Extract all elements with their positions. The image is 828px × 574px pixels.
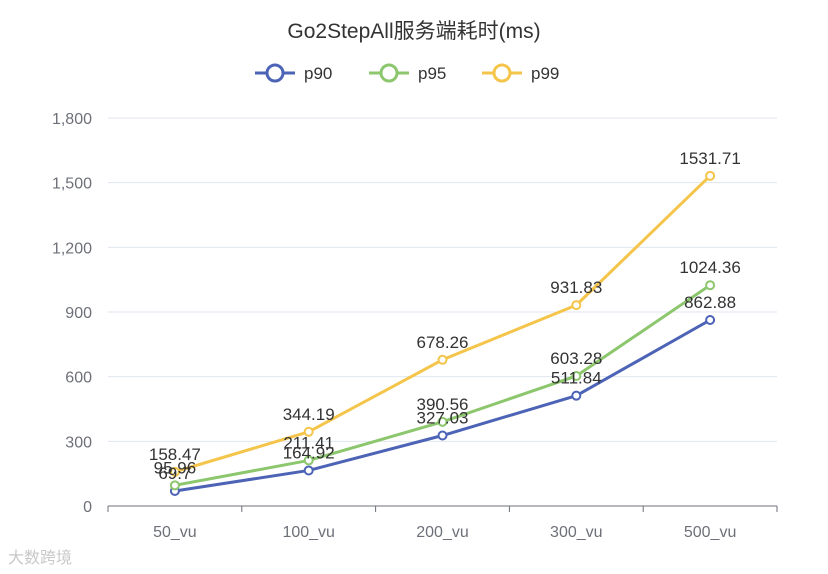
series-group bbox=[169, 170, 716, 496]
x-tick-label: 500_vu bbox=[684, 524, 737, 541]
data-point[interactable] bbox=[303, 455, 314, 466]
y-axis: 0 300 600 900 1,200 1,500 1,800 bbox=[52, 111, 92, 516]
data-label: 69.7 bbox=[158, 464, 191, 483]
data-point[interactable] bbox=[437, 354, 448, 365]
data-point[interactable] bbox=[437, 430, 448, 441]
legend-label: p99 bbox=[531, 64, 559, 83]
data-label: 678.26 bbox=[417, 333, 469, 352]
data-label: 603.28 bbox=[550, 349, 602, 368]
legend-marker bbox=[379, 63, 399, 83]
y-tick-label: 1,500 bbox=[52, 176, 92, 193]
data-label: 511.84 bbox=[551, 369, 602, 388]
y-tick-label: 300 bbox=[65, 434, 92, 451]
legend-item-p90[interactable]: p90 bbox=[255, 63, 332, 83]
legend-marker bbox=[492, 63, 512, 83]
data-label: 211.41 bbox=[283, 433, 334, 452]
legend-label: p95 bbox=[418, 64, 446, 83]
series-line-p95 bbox=[174, 283, 711, 487]
data-point[interactable] bbox=[705, 280, 716, 291]
data-point[interactable] bbox=[571, 390, 582, 401]
data-point[interactable] bbox=[571, 300, 582, 311]
data-label: 931.83 bbox=[550, 278, 602, 297]
data-label: 1531.71 bbox=[679, 149, 740, 168]
data-point[interactable] bbox=[437, 416, 448, 427]
y-tick-label: 0 bbox=[83, 499, 92, 516]
watermark: 大数跨境 bbox=[8, 550, 73, 567]
data-labels: 69.7 164.92 327.03 511.84 862.88 95.96 211.41 3… bbox=[149, 149, 741, 483]
data-label: 862.88 bbox=[684, 293, 736, 312]
y-tick-label: 600 bbox=[65, 370, 92, 387]
data-point[interactable] bbox=[705, 170, 716, 181]
y-tick-label: 900 bbox=[65, 305, 92, 322]
data-label: 1024.36 bbox=[679, 258, 740, 277]
legend: p90 p95 p99 bbox=[255, 63, 559, 83]
x-tick-label: 300_vu bbox=[550, 524, 603, 541]
series-p95 bbox=[169, 280, 716, 491]
y-tick-label: 1,800 bbox=[52, 111, 92, 128]
data-label: 327.03 bbox=[417, 409, 469, 428]
data-label: 158.47 bbox=[149, 445, 201, 464]
x-axis: 50_vu 100_vu 200_vu 300_vu 500_vu bbox=[107, 505, 778, 541]
chart-title: Go2StepAll服务端耗时(ms) bbox=[287, 20, 540, 43]
legend-label: p90 bbox=[304, 64, 332, 83]
legend-marker bbox=[265, 63, 285, 83]
data-point[interactable] bbox=[169, 480, 180, 491]
data-label: 164.92 bbox=[283, 443, 335, 462]
data-point[interactable] bbox=[303, 465, 314, 476]
legend-item-p99[interactable]: p99 bbox=[482, 63, 559, 83]
y-tick-label: 1,200 bbox=[52, 240, 92, 257]
data-point[interactable] bbox=[571, 370, 582, 381]
data-point[interactable] bbox=[705, 315, 716, 326]
data-label: 344.19 bbox=[283, 405, 335, 424]
grid bbox=[108, 117, 777, 442]
data-label: 390.56 bbox=[417, 395, 469, 414]
data-point[interactable] bbox=[169, 466, 180, 477]
x-tick-label: 50_vu bbox=[153, 524, 197, 541]
legend-item-p95[interactable]: p95 bbox=[369, 63, 446, 83]
data-label: 95.96 bbox=[154, 458, 197, 477]
x-tick-label: 100_vu bbox=[282, 524, 335, 541]
x-tick-label: 200_vu bbox=[416, 524, 469, 541]
series-p99 bbox=[169, 170, 716, 477]
data-point[interactable] bbox=[303, 426, 314, 437]
